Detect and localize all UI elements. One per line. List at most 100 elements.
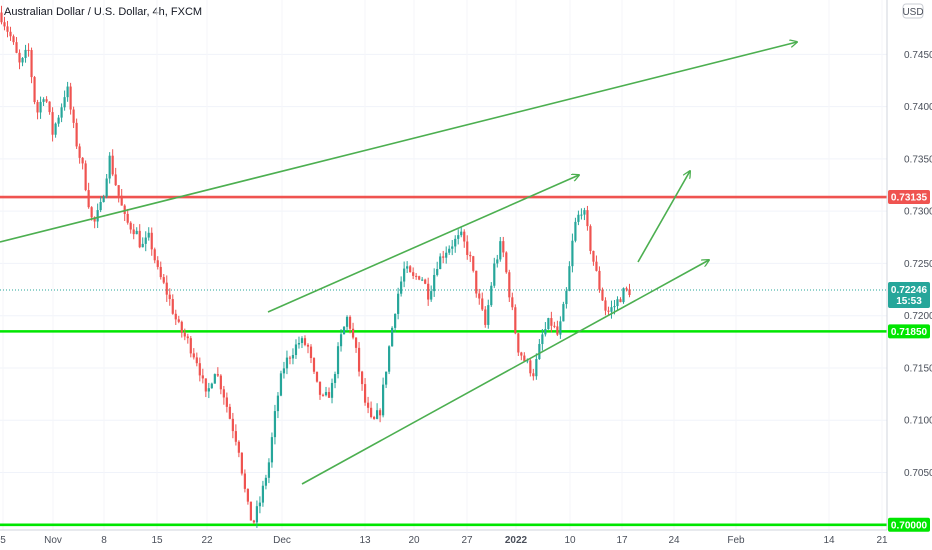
candle-body [273, 411, 277, 438]
x-tick-label: 22 [201, 535, 213, 546]
candle-body [237, 441, 240, 453]
candle-body [147, 232, 150, 238]
candle-body [177, 319, 180, 322]
resistance-price-tag [888, 190, 930, 205]
candle-body [39, 101, 42, 113]
x-tick-label: 2022 [505, 535, 528, 546]
chart-title: Australian Dollar / U.S. Dollar, 4h, FXC… [4, 6, 203, 18]
x-tick-label: Dec [273, 535, 291, 546]
candle-body [526, 360, 529, 362]
candle-body [24, 49, 27, 58]
candle-body [568, 266, 571, 291]
candle-body [595, 261, 598, 271]
candle-body [559, 321, 562, 335]
candle-body [183, 332, 186, 337]
candle-body [604, 300, 607, 311]
candle-body [484, 309, 487, 325]
candle-body [201, 375, 204, 379]
candle-body [18, 52, 21, 63]
candle-body [403, 268, 406, 282]
candle-body [628, 289, 631, 295]
candle-body [234, 431, 237, 442]
candle-body [294, 344, 298, 356]
candle-body [198, 363, 201, 376]
candle-body [120, 195, 123, 206]
candle-body [297, 342, 301, 345]
candle-body [490, 285, 493, 306]
candle-body [571, 240, 574, 267]
candle-body [538, 344, 541, 360]
candle-body [472, 256, 475, 271]
candle-body [339, 334, 343, 347]
candle-body [577, 214, 580, 222]
x-tick-label: 24 [668, 535, 680, 546]
candle-body [93, 217, 96, 222]
candle-body [285, 357, 289, 369]
candle-body [321, 394, 325, 396]
candle-body [379, 410, 382, 416]
candle-body [150, 232, 153, 250]
support-upper-price-tag [888, 324, 930, 339]
projection-arrow [637, 171, 690, 263]
candle-body [360, 371, 364, 385]
candle-body [270, 437, 274, 463]
x-tick-label: 20 [408, 535, 420, 546]
x-tick-label: 8 [101, 535, 107, 546]
candle-body [21, 57, 24, 63]
candle-body [111, 155, 114, 175]
candle-body [324, 392, 328, 396]
candle-body [117, 185, 120, 196]
candle-body [126, 213, 129, 223]
candle-body [261, 485, 265, 503]
candle-body [412, 272, 415, 276]
bar-countdown-label: 15:53 [896, 296, 922, 307]
candle-body [231, 418, 234, 432]
candle-body [553, 325, 556, 327]
candle-body [418, 276, 421, 280]
candle-body [300, 338, 304, 343]
candle-body [87, 190, 90, 208]
x-tick-label: Nov [44, 535, 62, 546]
candle-body [342, 326, 346, 335]
candle-body [105, 178, 108, 197]
candle-body [66, 86, 69, 98]
candle-body [57, 117, 60, 124]
candle-body [574, 221, 577, 241]
candle-body [123, 205, 126, 214]
support-lower-price-label: 0.70000 [891, 520, 928, 531]
x-tick-label: 10 [564, 535, 576, 546]
candle-body [601, 289, 604, 301]
candle-body [363, 384, 367, 403]
candle-body [252, 520, 256, 523]
candle-body [0, 12, 3, 23]
wedge-lower-trendline [301, 260, 709, 485]
candle-body [225, 397, 228, 407]
candle-body [276, 395, 280, 412]
candle-body [430, 291, 433, 300]
candle-body [336, 346, 340, 375]
candle-body [547, 318, 550, 330]
candle-body [406, 266, 409, 269]
candle-body [42, 99, 45, 102]
x-tick-label: 13 [359, 535, 371, 546]
candle-body [174, 313, 177, 320]
candle-body [216, 374, 219, 376]
candle-body [613, 306, 616, 308]
candle-body [72, 109, 75, 123]
candle-body [318, 381, 322, 395]
x-tick-label: 21 [876, 535, 888, 546]
candle-body [258, 502, 262, 507]
candle-body [249, 501, 252, 521]
wedge-upper-trendline [267, 175, 579, 313]
candle-body [436, 269, 439, 275]
candle-body [159, 266, 162, 278]
candle-body [333, 374, 337, 383]
last-price-tag [888, 281, 930, 308]
candle-body [279, 373, 283, 396]
candle-body [51, 112, 54, 135]
